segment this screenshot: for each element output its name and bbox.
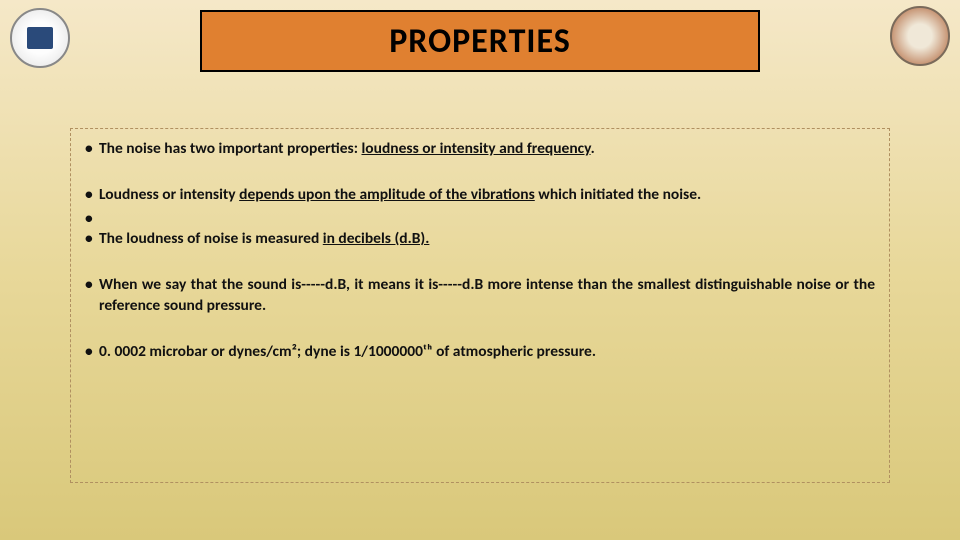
bullet-1-post: . <box>591 139 595 158</box>
bullet-5: When we say that the sound is-----d.B, i… <box>85 275 875 315</box>
bullet-4-pretext: The loudness of noise is measured <box>99 229 323 248</box>
institute-logo-left <box>10 8 70 68</box>
bullet-6-text: 0. 0002 microbar or dynes/cm²; dyne is 1… <box>99 342 596 361</box>
slide-title: PROPERTIES <box>389 21 571 62</box>
content-box: The noise has two important properties: … <box>70 128 890 483</box>
bullet-2-post: which initiated the noise. <box>535 185 701 204</box>
title-box: PROPERTIES <box>200 10 760 72</box>
bullet-4-underline: in decibels (d.B). <box>323 229 430 248</box>
bullet-2-underline: depends upon the amplitude of the vibrat… <box>239 185 535 204</box>
logo-left-emblem <box>27 27 53 49</box>
bullet-2-pretext: Loudness or intensity <box>99 185 239 204</box>
bullet-1-underline: loudness or intensity and frequency <box>361 139 590 158</box>
bullet-1-pretext: The noise has two important properties <box>99 139 354 158</box>
bullet-3-empty <box>85 209 875 223</box>
bullet-4: The loudness of noise is measured in dec… <box>85 229 875 249</box>
bullet-5-text: When we say that the sound is-----d.B, i… <box>99 275 875 314</box>
bullet-6: 0. 0002 microbar or dynes/cm²; dyne is 1… <box>85 342 875 362</box>
institute-logo-right <box>890 6 950 66</box>
bullet-1: The noise has two important properties: … <box>85 139 875 159</box>
bullet-2: Loudness or intensity depends upon the a… <box>85 185 875 205</box>
